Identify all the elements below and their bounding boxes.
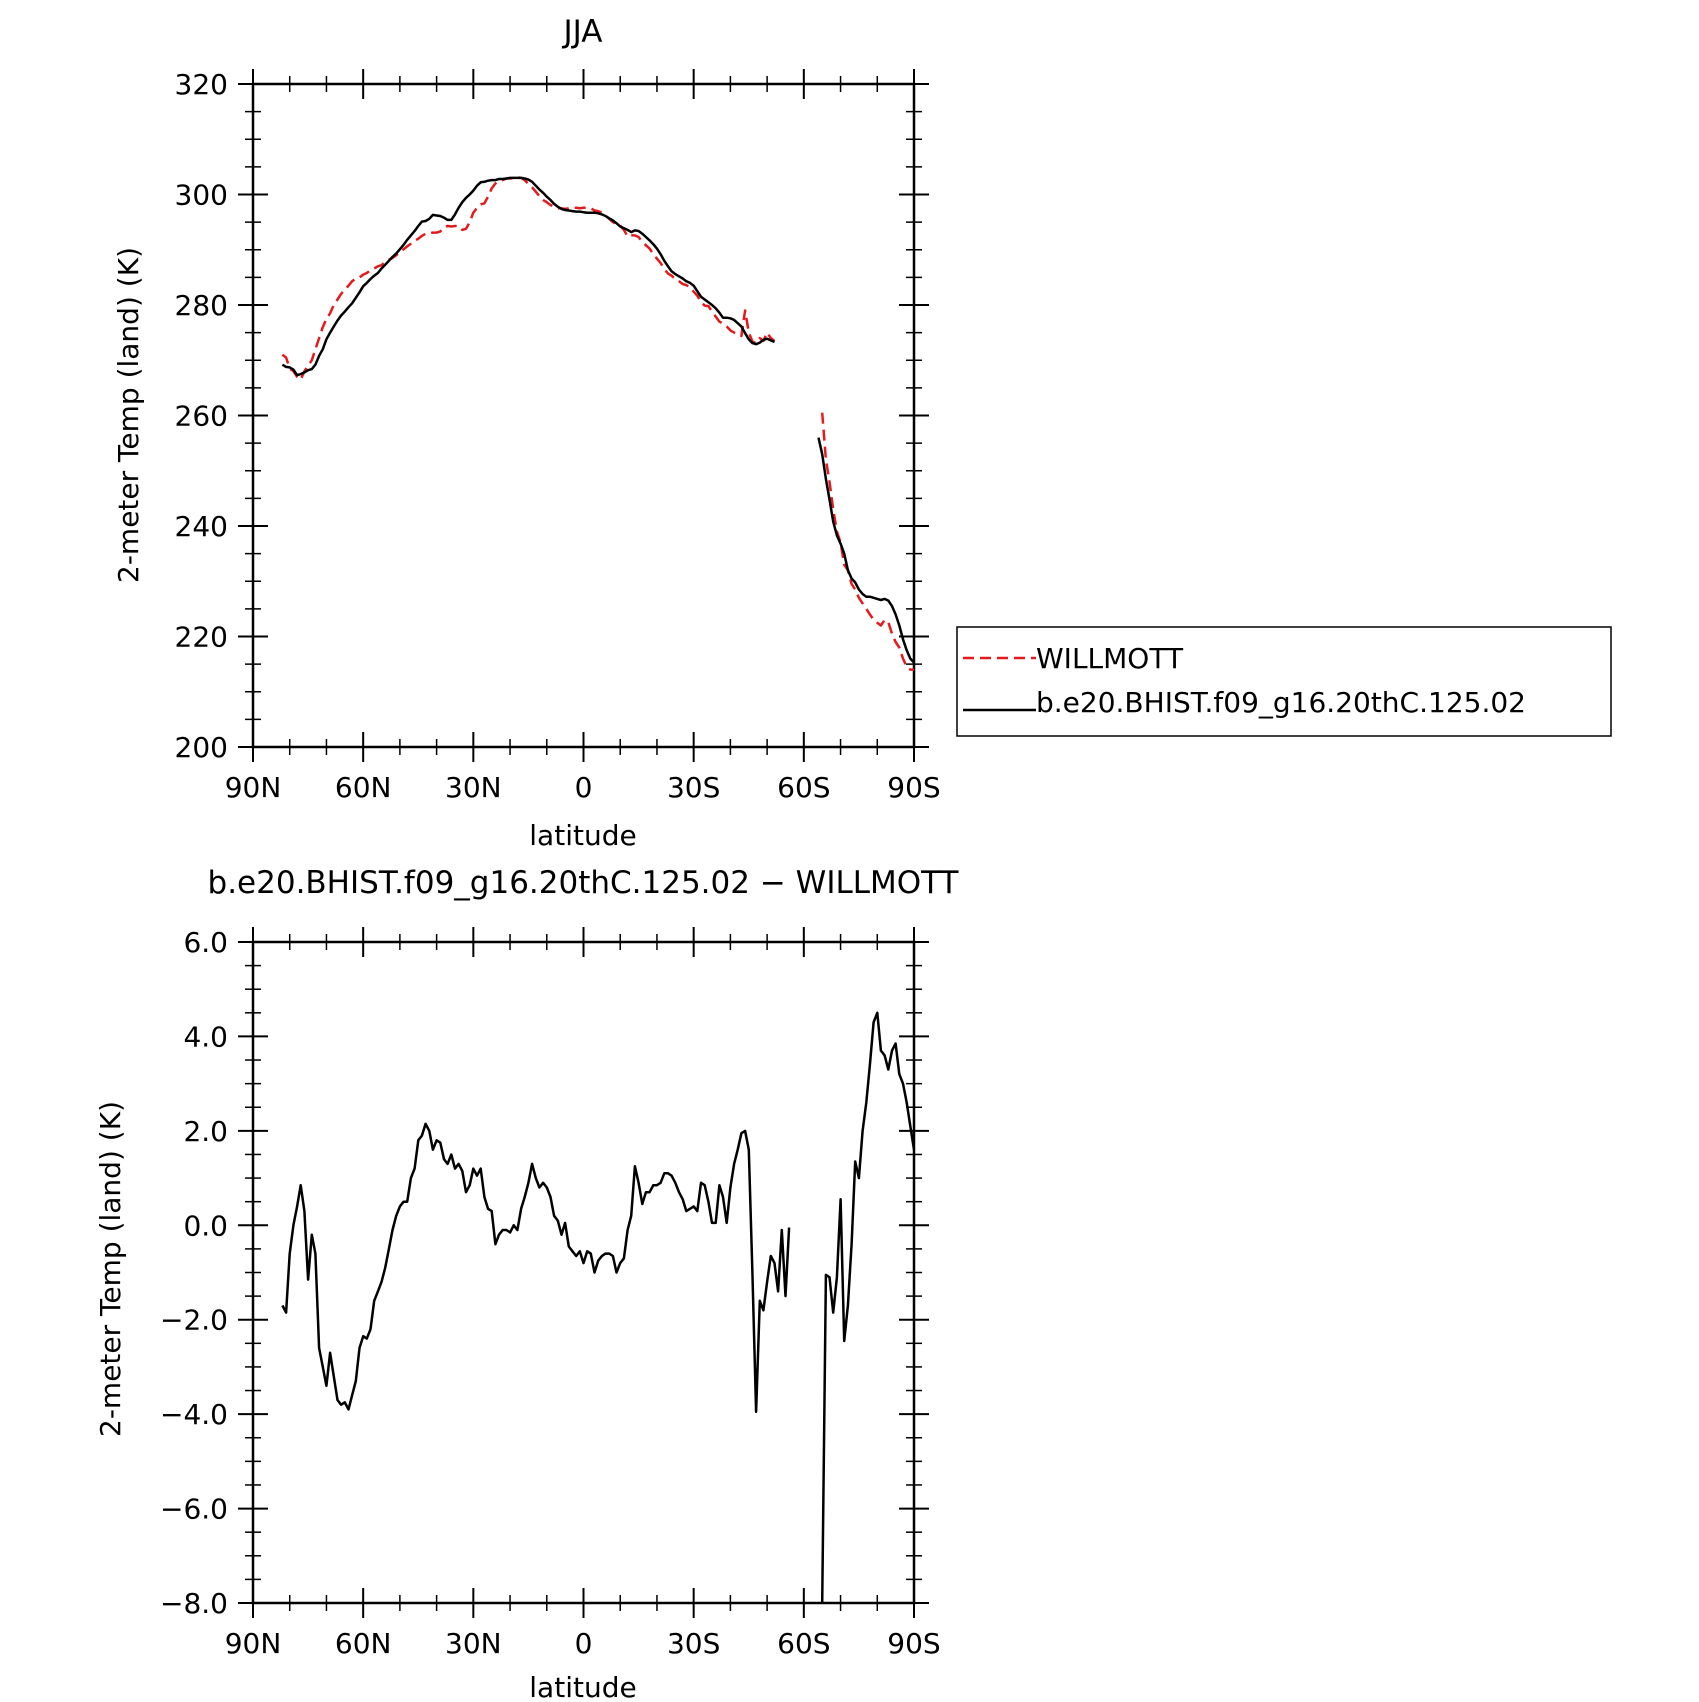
top-y-tick-label: 280 [175, 289, 228, 322]
bottom-x-tick-label: 60N [335, 1627, 392, 1660]
bottom-x-tick-label: 60S [777, 1627, 830, 1660]
top-x-tick-label: 60S [777, 771, 830, 804]
top-x-tick-label: 0 [575, 771, 593, 804]
top-y-tick-label: 220 [175, 621, 228, 654]
bottom-y-tick-label: −4.0 [160, 1398, 228, 1431]
legend: WILLMOTT b.e20.BHIST.f09_g16.20thC.125.0… [956, 626, 1612, 737]
top-panel: JJA latitude 2-meter Temp (land) (K) 200… [112, 14, 941, 852]
top-y-tick-label: 320 [175, 68, 228, 101]
top-x-tick-label: 30N [445, 771, 502, 804]
top-model-series-line [817, 437, 915, 664]
bottom-y-tick-label: −8.0 [160, 1587, 228, 1620]
top-y-tick-label: 300 [175, 179, 228, 212]
top-x-axis-label: latitude [529, 819, 636, 852]
top-y-axis-label: 2-meter Temp (land) (K) [112, 247, 145, 583]
top-x-tick-label: 90S [887, 771, 940, 804]
top-y-tick-label: 240 [175, 510, 228, 543]
bottom-y-axis-label: 2-meter Temp (land) (K) [94, 1101, 127, 1437]
bottom-y-tick-label: 0.0 [183, 1209, 228, 1242]
bottom-x-tick-label: 90N [225, 1627, 282, 1660]
bottom-y-tick-label: 6.0 [183, 926, 228, 959]
bottom-panel: b.e20.BHIST.f09_g16.20thC.125.02 − WILLM… [94, 865, 960, 1702]
legend-willmott-label: WILLMOTT [1036, 642, 1184, 675]
top-model-series-line [281, 176, 775, 377]
top-plot-frame [251, 82, 916, 749]
bottom-chart-title: b.e20.BHIST.f09_g16.20thC.125.02 − WILLM… [208, 865, 960, 901]
top-y-tick-label: 260 [175, 400, 228, 433]
bottom-y-tick-label: 4.0 [183, 1020, 228, 1053]
bottom-x-tick-label: 30N [445, 1627, 502, 1660]
legend-box [956, 626, 1612, 737]
bottom-difference-series-line [820, 1011, 916, 1604]
bottom-y-tick-label: −2.0 [160, 1304, 228, 1337]
bottom-difference-series-line [281, 1122, 791, 1414]
bottom-x-tick-label: 30S [667, 1627, 720, 1660]
bottom-y-tick-label: −6.0 [160, 1493, 228, 1526]
bottom-y-tick-label: 2.0 [183, 1115, 228, 1148]
top-x-tick-label: 60N [335, 771, 392, 804]
top-x-tick-label: 90N [225, 771, 282, 804]
bottom-plot-frame [251, 940, 916, 1605]
legend-model-label: b.e20.BHIST.f09_g16.20thC.125.02 [1036, 686, 1526, 719]
top-y-tick-label: 200 [175, 731, 228, 764]
bottom-x-axis-label: latitude [529, 1671, 636, 1702]
bottom-x-tick-label: 0 [575, 1627, 593, 1660]
bottom-x-tick-label: 90S [887, 1627, 940, 1660]
top-chart-title: JJA [562, 14, 603, 50]
top-willmott-series-line [281, 176, 776, 381]
top-x-tick-label: 30S [667, 771, 720, 804]
